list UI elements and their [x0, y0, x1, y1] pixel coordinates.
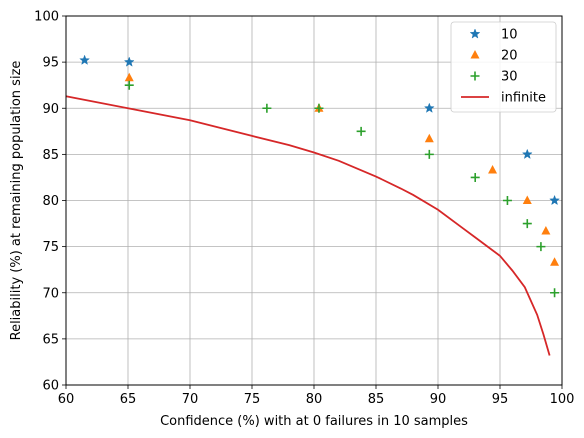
x-tick-label: 80	[306, 392, 323, 407]
data-point-30	[536, 242, 546, 252]
legend-item-infinite: infinite	[461, 91, 546, 106]
series-infinite	[65, 95, 551, 356]
data-point-20	[541, 225, 551, 235]
data-point-30	[356, 126, 366, 136]
x-tick-label: 65	[120, 392, 137, 407]
legend-label: 10	[501, 28, 518, 43]
y-tick-label: 70	[42, 286, 59, 301]
legend-item-20: 20	[470, 49, 518, 64]
x-tick-label: 70	[182, 392, 199, 407]
data-point-20	[424, 133, 434, 143]
series-line-infinite	[65, 95, 551, 356]
series-30	[124, 80, 560, 298]
data-point-10	[123, 56, 135, 67]
legend-label: 30	[501, 70, 518, 85]
plot-series	[65, 54, 560, 356]
y-tick-label: 60	[42, 379, 59, 394]
y-tick-label: 80	[42, 194, 59, 209]
x-tick-label: 85	[368, 392, 385, 407]
data-point-30	[502, 196, 512, 205]
y-tick-label: 95	[42, 56, 59, 71]
y-tick-label: 100	[34, 10, 59, 25]
x-axis-label: Confidence (%) with at 0 failures in 10 …	[160, 414, 468, 429]
x-tick-label: 60	[58, 392, 75, 407]
legend-swatch	[470, 71, 480, 81]
y-tick-label: 90	[42, 102, 59, 117]
x-tick-label: 90	[430, 392, 447, 407]
legend-label: infinite	[501, 91, 546, 106]
data-point-30	[262, 103, 272, 113]
data-point-30	[424, 149, 434, 159]
data-point-20	[522, 195, 532, 204]
data-point-10	[423, 102, 435, 113]
legend: 10 20 30 infinite	[450, 21, 557, 113]
data-point-10	[521, 148, 533, 159]
data-point-30	[124, 80, 134, 90]
x-tick-label: 95	[492, 392, 509, 407]
data-point-10	[549, 194, 560, 206]
data-point-30	[522, 219, 532, 229]
legend-box	[450, 21, 557, 113]
legend-label: 20	[501, 49, 518, 64]
legend-item-10: 10	[469, 28, 518, 43]
data-point-30	[550, 288, 560, 298]
data-point-20	[124, 72, 134, 82]
x-tick-label: 100	[550, 392, 575, 407]
y-tick-label: 75	[42, 240, 59, 255]
data-point-30	[470, 172, 480, 182]
legend-swatch	[470, 50, 480, 59]
data-point-20	[550, 257, 560, 266]
y-tick-label: 65	[42, 332, 59, 347]
y-axis-label: Reliability (%) at remaining population …	[9, 61, 24, 341]
y-tick-label: 85	[42, 148, 59, 163]
x-tick-label: 75	[244, 392, 261, 407]
legend-item-30: 30	[470, 70, 518, 85]
axis-ticks: 60 65 70 75 80 85 90 95 100 60 65 70 75 80 85 90 95 100	[34, 10, 574, 408]
series-20	[124, 72, 560, 266]
data-point-20	[488, 165, 498, 174]
series-10	[79, 54, 560, 206]
legend-swatch	[469, 28, 481, 39]
data-point-30	[314, 103, 324, 113]
data-point-10	[79, 54, 91, 65]
